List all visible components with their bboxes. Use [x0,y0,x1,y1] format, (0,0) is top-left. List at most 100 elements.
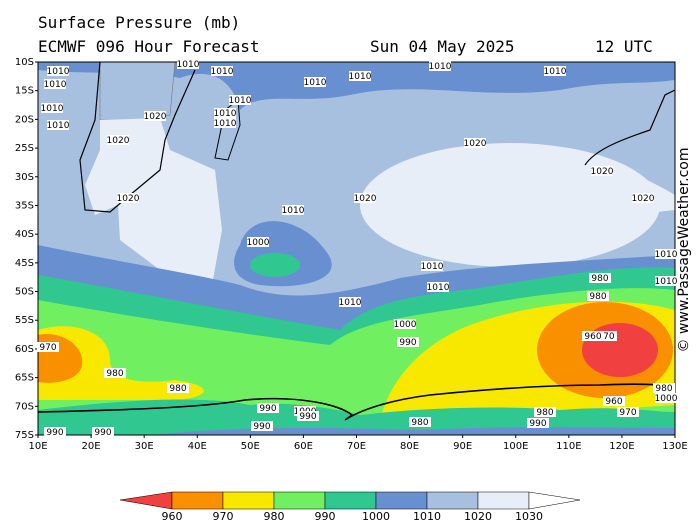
colorbar-label: 990 [315,510,336,523]
lat-label: 65S [15,373,34,384]
contour-label: 1010 [47,67,70,77]
contour-label-bg [47,66,69,76]
colorbar-segment [477,491,530,510]
lon-label: 130E [662,441,687,452]
contour-label-bg [617,407,639,417]
contour-label: 990 [259,404,276,414]
contour-label: 1010 [211,67,234,77]
contour-label: 1010 [214,119,237,129]
band-990-south [38,399,675,435]
lat-label: 25S [15,143,34,154]
contour-label: 990 [46,428,63,438]
map-title: Surface Pressure (mb) [38,13,240,32]
contour-label: 1020 [591,167,614,177]
contour-label-bg [92,427,114,437]
high-central [360,143,660,267]
contour-label-bg [107,135,129,145]
lat-label: 55S [15,315,34,326]
lat-label: 35S [15,200,34,211]
contour-label: 1020 [107,136,130,146]
contour-label: 1010 [655,277,678,287]
contour-label-bg [282,205,304,215]
lon-label: 40E [188,441,207,452]
colorbar-segment [375,491,428,510]
lon-label: 90E [453,441,472,452]
contour-label: 1010 [421,262,444,272]
contour-label-bg [104,368,126,378]
contour-label-bg [44,79,66,89]
contour-label-bg [167,383,189,393]
contour-label: 980 [106,369,123,379]
contour-label-bg [394,319,416,329]
lat-label: 70S [15,401,34,412]
contour-label-bg [409,417,431,427]
contour-label: 1010 [304,78,327,88]
contour-label: 1010 [47,121,70,131]
contour-label-bg [354,193,376,203]
lon-label: 120E [609,441,634,452]
colorbar-label: 1030 [515,510,543,523]
contour-label: 990 [253,422,270,432]
contour-label: 1010 [349,72,372,82]
contour-label-bg [427,282,449,292]
colorbar-segment [273,491,326,510]
contour-label: 980 [169,384,186,394]
band-1000-south [150,427,675,435]
contour-label: 980 [591,274,608,284]
contour-label-bg [44,427,66,437]
colorbar-segment [528,491,581,510]
yellow-west [38,326,204,400]
contour-label: 990 [529,419,546,429]
contour-label-bg [653,383,675,393]
contour-label: 1000 [394,320,417,330]
contour-label: 1020 [117,194,140,204]
lat-label: 15S [15,86,34,97]
contour-label: 1000 [655,394,678,404]
contour-label-bg [632,193,654,203]
contour-label-bg [655,393,677,403]
contour-label: 990 [299,412,316,422]
lon-label: 20E [82,441,101,452]
lon-label: 60E [294,441,313,452]
contour-label-bg [47,120,69,130]
lon-label: 10E [28,441,47,452]
contour-label-bg [257,403,279,413]
lat-label: 50S [15,287,34,298]
contour-label: 990 [94,428,111,438]
date-label: Sun 04 May 2025 [370,37,515,56]
colorbar-label: 970 [213,510,234,523]
colorbar-label: 980 [264,510,285,523]
low-core [250,253,300,277]
high-africa [85,118,222,285]
contour-label: 970 [619,408,636,418]
band-1000-north [38,62,675,110]
colorbar [119,491,581,510]
contour-label: 980 [589,292,606,302]
contour-label: 1010 [429,62,452,72]
contour-label: 1020 [144,112,167,122]
contour-label-bg [397,337,419,347]
contour-label: 990 [399,338,416,348]
contour-label-bg [421,261,443,271]
contour-label-bg [117,193,139,203]
contour-label-bg [464,138,486,148]
colorbar-label: 1000 [362,510,390,523]
lon-label: 110E [556,441,581,452]
lon-label: 50E [241,441,260,452]
lon-label: 70E [347,441,366,452]
contour-label: 1010 [282,206,305,216]
lon-label: 80E [400,441,419,452]
colorbar-segment [426,491,479,510]
colorbar-segment [222,491,275,510]
contour-label: 970 [39,343,56,353]
contour-label-bg [591,166,613,176]
contour-label-bg [534,407,556,417]
contour-label-bg [211,66,233,76]
contour-label: 980 [411,418,428,428]
contour-label: 1010 [41,104,64,114]
contour-label: 1010 [44,80,67,90]
contour-label-bg [429,61,451,71]
contour-label-bg [595,331,617,341]
contour-label-bg [349,71,371,81]
